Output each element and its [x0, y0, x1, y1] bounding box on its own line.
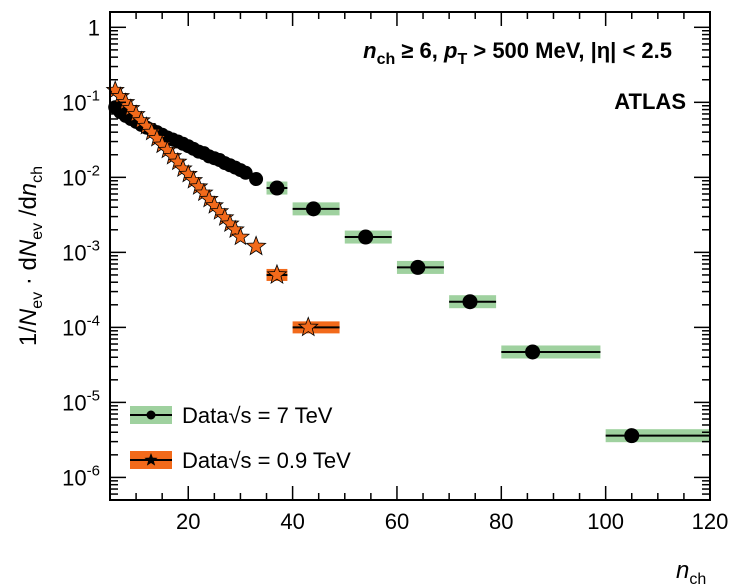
y-tick-label: 10-6	[62, 462, 100, 490]
data-point-7tev	[525, 344, 541, 360]
data-point-0.9tev	[225, 219, 245, 238]
data-point-7tev	[462, 294, 478, 310]
y-axis-title: 1/Nev · dNev /dnch	[15, 166, 46, 346]
x-tick-label: 20	[176, 509, 200, 534]
y-tick-label: 10-2	[62, 162, 100, 190]
x-axis-title: nch	[676, 557, 706, 587]
legend: Data√s = 7 TeV Data√s = 0.9 TeV	[130, 403, 351, 473]
legend-marker-0.9tev	[144, 453, 158, 466]
data-markers	[105, 80, 640, 444]
legend-label-0.9tev: Data√s = 0.9 TeV	[182, 448, 351, 473]
data-point-7tev	[305, 201, 321, 217]
x-tick-label: 100	[587, 509, 624, 534]
y-tick-label: 1	[88, 15, 100, 40]
data-point-7tev	[410, 259, 426, 275]
legend-label-7tev: Data√s = 7 TeV	[182, 403, 333, 428]
x-tick-label: 80	[489, 509, 513, 534]
data-point-0.9tev	[245, 235, 267, 256]
y-tick-label: 10-3	[62, 237, 100, 265]
data-point-0.9tev	[266, 263, 288, 284]
legend-entry-0.9tev: Data√s = 0.9 TeV	[130, 448, 351, 473]
x-tick-label: 120	[692, 509, 729, 534]
y-tick-label: 10-5	[62, 387, 100, 415]
legend-marker-7tev	[146, 410, 156, 420]
y-tick-label: 10-1	[62, 87, 100, 115]
data-point-7tev	[249, 172, 264, 187]
data-point-7tev	[358, 229, 374, 245]
data-point-7tev	[238, 165, 253, 180]
selection-annotation: nch ≥ 6, pT > 500 MeV, |η| < 2.5	[363, 38, 672, 68]
axis-ticks	[110, 12, 711, 501]
data-point-7tev	[624, 428, 640, 444]
data-point-7tev	[269, 180, 285, 196]
systematic-bands	[266, 181, 710, 443]
x-tick-label: 40	[280, 509, 304, 534]
tick-labels: 20 40 60 80 100 120 1 10-1 10-2 10-3 10-4 10-5 10-6	[62, 15, 728, 534]
experiment-label: ATLAS	[614, 89, 686, 114]
y-tick-label: 10-4	[62, 312, 100, 340]
x-tick-label: 60	[385, 509, 409, 534]
data-point-0.9tev	[230, 226, 251, 246]
legend-entry-7tev: Data√s = 7 TeV	[130, 403, 333, 428]
data-point-0.9tev	[297, 316, 319, 337]
